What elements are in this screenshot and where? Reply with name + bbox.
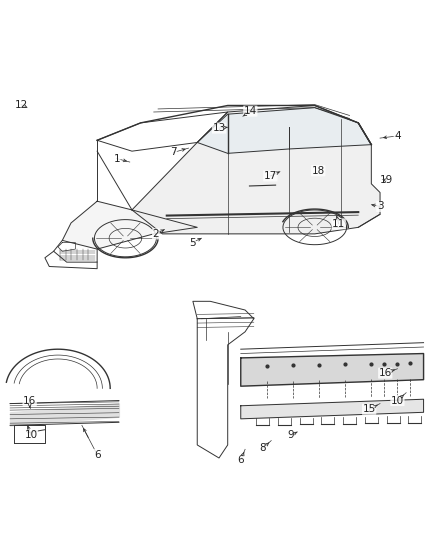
Text: 6: 6	[237, 455, 244, 465]
Text: 2: 2	[152, 229, 159, 239]
Text: 1: 1	[113, 154, 120, 164]
Text: 9: 9	[287, 430, 294, 440]
Text: 11: 11	[332, 219, 345, 229]
Text: 5: 5	[189, 238, 195, 247]
Text: 18: 18	[311, 166, 325, 176]
Polygon shape	[132, 106, 380, 234]
Text: 10: 10	[25, 430, 38, 440]
Text: 16: 16	[378, 368, 392, 378]
Text: 17: 17	[264, 171, 277, 181]
Text: 19: 19	[380, 175, 393, 185]
Text: 15: 15	[363, 404, 376, 414]
Polygon shape	[241, 399, 424, 419]
Text: 10: 10	[391, 395, 404, 406]
Text: 3: 3	[377, 201, 383, 212]
Polygon shape	[241, 353, 424, 386]
Text: 7: 7	[170, 148, 177, 157]
Text: 14: 14	[244, 106, 257, 116]
Polygon shape	[62, 201, 197, 249]
Text: 16: 16	[23, 395, 36, 406]
Text: 8: 8	[259, 443, 266, 454]
Text: 4: 4	[394, 131, 401, 141]
Polygon shape	[197, 108, 371, 154]
Text: 13: 13	[212, 123, 226, 133]
Text: 6: 6	[94, 449, 100, 459]
Text: 12: 12	[14, 100, 28, 110]
